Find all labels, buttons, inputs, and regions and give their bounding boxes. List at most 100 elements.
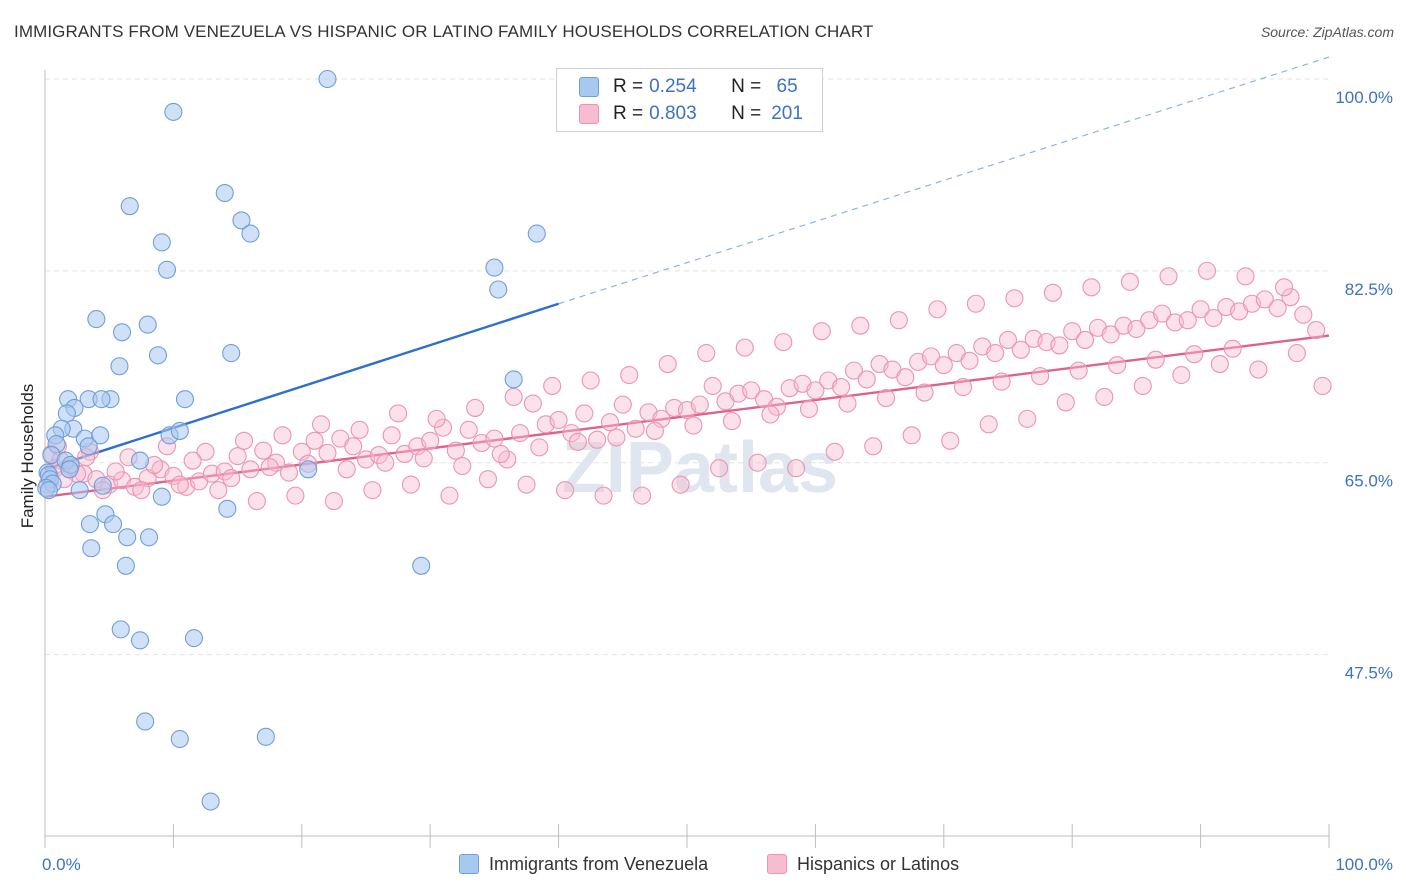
hispanics-point <box>838 394 857 413</box>
hispanics-point <box>986 344 1005 363</box>
hispanics-point <box>742 381 761 400</box>
hispanics-point <box>555 481 575 500</box>
venezuela-point <box>170 421 189 440</box>
hispanics-point <box>941 431 960 450</box>
venezuela-point <box>148 346 168 365</box>
venezuela-point <box>57 404 76 423</box>
hispanics-point <box>864 437 883 456</box>
hispanics-point <box>735 338 754 357</box>
hispanics-point <box>1153 304 1172 323</box>
hispanics-point <box>703 376 722 396</box>
hispanics-point <box>228 447 247 466</box>
hispanics-point <box>710 459 729 478</box>
hispanics-point <box>1031 367 1050 386</box>
hispanics-point <box>748 453 767 472</box>
hispanics-point <box>234 431 254 450</box>
venezuela-point <box>93 476 112 495</box>
hispanics-point <box>523 394 542 413</box>
venezuela-point <box>527 224 546 243</box>
hispanics-point <box>1108 356 1127 375</box>
legend-n-label: N = <box>731 103 762 124</box>
hispanics-point <box>543 376 562 396</box>
legend-r-label: R = <box>613 76 644 97</box>
hispanics-point <box>106 462 125 481</box>
venezuela-point <box>112 323 132 342</box>
hispanics-point <box>806 381 825 400</box>
hispanics-point <box>318 443 337 462</box>
hispanics-point <box>254 441 273 460</box>
legend-n-label: N = <box>731 76 762 97</box>
venezuela-point <box>136 712 155 731</box>
venezuela-point <box>164 102 183 121</box>
legend-n-value: 65 <box>771 76 798 97</box>
hispanics-point <box>196 442 215 461</box>
venezuela-point <box>170 729 189 749</box>
hispanics-point <box>1287 344 1306 363</box>
hispanics-point <box>1018 409 1037 428</box>
hispanics-point <box>1063 322 1082 341</box>
venezuela-point <box>130 451 150 470</box>
venezuela-point <box>116 556 135 575</box>
hispanics-point <box>966 294 985 313</box>
hispanics-point <box>600 413 620 432</box>
venezuela-point <box>39 481 58 500</box>
hispanics-point <box>1127 319 1146 339</box>
hispanics-point <box>1268 299 1287 318</box>
chart-title: IMMIGRANTS FROM VENEZUELA VS HISPANIC OR… <box>14 22 874 41</box>
hispanics-point <box>825 442 844 461</box>
hispanics-point <box>857 370 876 389</box>
venezuela-point <box>79 437 98 456</box>
bottom-legend-swatch-pink <box>767 854 787 874</box>
hispanics-point <box>363 481 382 500</box>
hispanics-point <box>671 475 690 494</box>
hispanics-point <box>209 481 228 500</box>
hispanics-point <box>812 322 831 341</box>
venezuela-point <box>241 224 260 243</box>
venezuela-point <box>91 426 110 445</box>
legend-r-value: 0.803 <box>649 103 697 124</box>
hispanics-point <box>658 355 677 374</box>
hispanics-point <box>1133 376 1152 396</box>
venezuela-point <box>412 556 431 575</box>
hispanics-point <box>1294 305 1313 324</box>
hispanics-point <box>440 486 459 505</box>
hispanics-point <box>799 399 819 419</box>
hispanics-point <box>170 475 189 494</box>
venezuela-point <box>222 344 241 363</box>
venezuela-point <box>118 528 137 547</box>
x-tick-label-min: 0.0% <box>42 855 81 874</box>
hispanics-point <box>421 431 440 450</box>
hispanics-point <box>183 451 202 470</box>
venezuela-trend-extension <box>558 56 1330 305</box>
hispanics-point <box>928 300 947 319</box>
venezuela-trend-line <box>44 302 559 471</box>
venezuela-points <box>37 69 546 811</box>
correlation-legend: R = 0.254 N = 65 R = 0.803 N = 201 <box>556 68 823 132</box>
hispanics-point <box>1236 267 1255 286</box>
venezuela-point <box>232 211 251 230</box>
hispanics-point <box>1204 308 1223 328</box>
bottom-legend-swatch-blue <box>459 854 479 874</box>
hispanics-point <box>1075 330 1095 349</box>
hispanics-point <box>305 431 324 450</box>
venezuela-point <box>175 390 195 409</box>
hispanics-point <box>613 395 632 414</box>
hispanics-point <box>485 429 504 448</box>
hispanics-point <box>832 378 851 397</box>
venezuela-point <box>87 310 106 329</box>
venezuela-point <box>256 727 275 746</box>
y-tick-label: 82.5% <box>1345 280 1393 299</box>
hispanics-point <box>491 444 510 464</box>
hispanics-point <box>324 492 343 511</box>
venezuela-point <box>218 499 237 518</box>
legend-row-hispanics: R = 0.803 N = 201 <box>579 102 803 126</box>
venezuela-point <box>489 280 508 299</box>
hispanics-point <box>998 330 1018 349</box>
venezuela-point <box>184 629 203 648</box>
hispanics-point <box>697 344 716 363</box>
venezuela-point <box>504 370 523 389</box>
venezuela-point <box>80 515 99 534</box>
hispanics-point <box>851 316 870 335</box>
venezuela-point <box>139 528 159 547</box>
